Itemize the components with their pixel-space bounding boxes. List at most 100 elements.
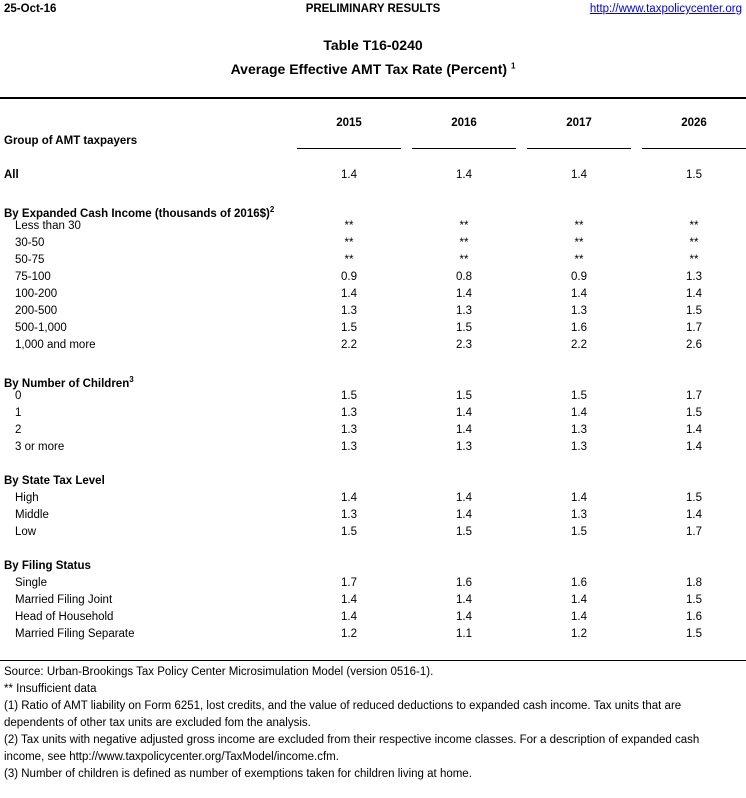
row-label: 3 or more [15, 441, 65, 453]
row-label: 1 [15, 407, 22, 419]
cell: 1.4 [686, 509, 702, 521]
table-row: Middle 1.3 1.4 1.3 1.4 [0, 507, 746, 524]
table-row: 500-1,000 1.5 1.5 1.6 1.7 [0, 320, 746, 337]
cell: 1.4 [571, 594, 587, 606]
cell: 1.4 [341, 169, 357, 181]
cell: 1.3 [341, 305, 357, 317]
section-title: By Number of Children3 [4, 371, 134, 393]
column-header: 2016 [451, 117, 477, 129]
row-label: 500-1,000 [15, 322, 67, 334]
row-label: 2 [15, 424, 22, 436]
cell: 1.4 [571, 407, 587, 419]
cell: 1.6 [571, 322, 587, 334]
table-row: 50-75 ** ** ** ** [0, 252, 746, 269]
cell: 2.6 [686, 339, 702, 351]
table-row: High 1.4 1.4 1.4 1.5 [0, 490, 746, 507]
cell: 1.5 [456, 322, 472, 334]
cell: 2.3 [456, 339, 472, 351]
table-row: Less than 30 ** ** ** ** [0, 218, 746, 235]
cell: 1.3 [571, 441, 587, 453]
cell: 1.4 [341, 288, 357, 300]
row-label: 200-500 [15, 305, 58, 317]
cell: ** [689, 220, 699, 232]
row-label: 30-50 [15, 237, 45, 249]
table-row: 1 1.3 1.4 1.4 1.5 [0, 405, 746, 422]
table-body: All 1.4 1.4 1.4 1.5 By Expanded Cash Inc… [0, 167, 746, 643]
table-row-all: All 1.4 1.4 1.4 1.5 [0, 167, 746, 184]
row-label: 100-200 [15, 288, 58, 300]
cell: 1.2 [571, 628, 587, 640]
cell: 1.3 [341, 509, 357, 521]
footnote: ** Insufficient data [4, 683, 97, 695]
cell: 1.5 [456, 526, 472, 538]
table-row: Married Filing Joint 1.4 1.4 1.4 1.5 [0, 592, 746, 609]
row-label: Head of Household [15, 611, 114, 623]
footnote: Source: Urban-Brookings Tax Policy Cente… [4, 666, 434, 678]
section-title: By Filing Status [4, 558, 91, 575]
cell: 1.5 [571, 390, 587, 402]
section-header: By Filing Status [0, 558, 746, 575]
table-row: 30-50 ** ** ** ** [0, 235, 746, 252]
cell: 1.7 [341, 577, 357, 589]
footnote-marker: 1 [510, 61, 516, 71]
footnote: (1) Ratio of AMT liability on Form 6251,… [4, 700, 682, 729]
spacer [0, 184, 746, 201]
cell: 1.4 [686, 441, 702, 453]
cell: 1.4 [686, 288, 702, 300]
footer-rule [0, 660, 746, 661]
cell: 1.4 [456, 509, 472, 521]
cell: 2.2 [571, 339, 587, 351]
column-underline [642, 148, 746, 149]
report-status: PRELIMINARY RESULTS [305, 3, 441, 15]
cell: ** [459, 254, 469, 266]
cell: 1.4 [456, 594, 472, 606]
cell: 1.4 [571, 288, 587, 300]
table-row: Married Filing Separate 1.2 1.1 1.2 1.5 [0, 626, 746, 643]
cell: 1.6 [456, 577, 472, 589]
table-row: Head of Household 1.4 1.4 1.4 1.6 [0, 609, 746, 626]
cell: 1.4 [341, 492, 357, 504]
table-row: Single 1.7 1.6 1.6 1.8 [0, 575, 746, 592]
cell: 1.4 [456, 492, 472, 504]
cell: 1.4 [456, 288, 472, 300]
cell: 1.3 [571, 424, 587, 436]
subtitle-text: Average Effective AMT Tax Rate (Percent) [230, 61, 508, 77]
column-underline [412, 148, 516, 149]
column-header: 2015 [336, 117, 362, 129]
cell: 1.4 [456, 407, 472, 419]
spacer [0, 456, 746, 473]
table-row: 75-100 0.9 0.8 0.9 1.3 [0, 269, 746, 286]
spacer [0, 354, 746, 371]
report-date: 25-Oct-16 [4, 3, 57, 15]
tpc-link[interactable]: http://www.taxpolicycenter.org [589, 3, 742, 15]
section-title: By Expanded Cash Income (thousands of 20… [4, 201, 274, 223]
row-label: 50-75 [15, 254, 45, 266]
cell: 1.4 [456, 611, 472, 623]
table-row: 100-200 1.4 1.4 1.4 1.4 [0, 286, 746, 303]
cell: ** [344, 220, 354, 232]
cell: 1.5 [341, 322, 357, 334]
section-title-text: By Number of Children [4, 377, 130, 390]
cell: 1.4 [456, 169, 472, 181]
spacer [0, 541, 746, 558]
cell: 1.3 [341, 424, 357, 436]
cell: ** [689, 254, 699, 266]
section-header: By Expanded Cash Income (thousands of 20… [0, 201, 746, 220]
section-header: By Number of Children3 [0, 371, 746, 390]
cell: 2.2 [341, 339, 357, 351]
cell: 1.5 [341, 526, 357, 538]
cell: 1.3 [341, 441, 357, 453]
cell: 1.5 [686, 305, 702, 317]
cell: ** [459, 237, 469, 249]
cell: 0.8 [456, 271, 472, 283]
table-row: 0 1.5 1.5 1.5 1.7 [0, 388, 746, 405]
cell: ** [574, 220, 584, 232]
cell: ** [344, 237, 354, 249]
table-row: 200-500 1.3 1.3 1.3 1.5 [0, 303, 746, 320]
column-header: 2017 [566, 117, 592, 129]
cell: ** [459, 220, 469, 232]
cell: 1.3 [341, 407, 357, 419]
group-label: Group of AMT taxpayers [4, 135, 138, 147]
row-label: 1,000 and more [15, 339, 96, 351]
